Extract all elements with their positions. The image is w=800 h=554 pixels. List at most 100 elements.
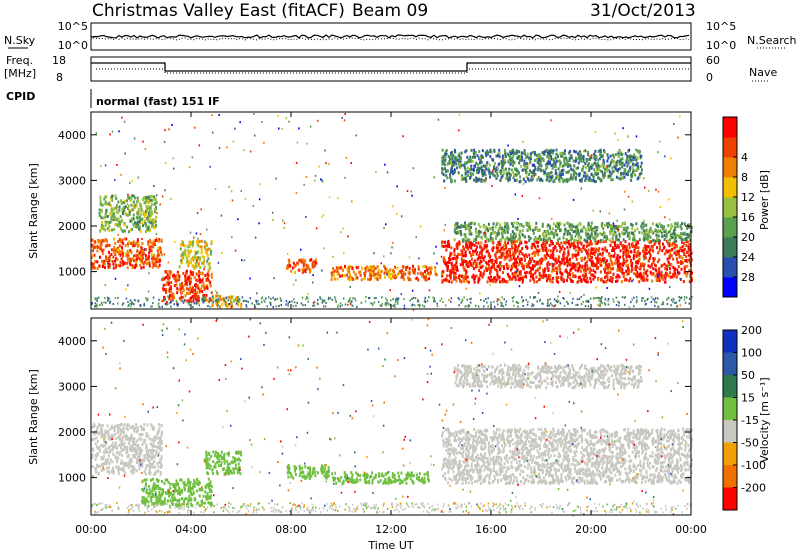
heatmap-cell: [563, 241, 566, 245]
heatmap-cell: [625, 269, 628, 273]
heatmap-cell: [577, 231, 580, 235]
heatmap-cell: [351, 300, 353, 303]
heatmap-cell: [202, 261, 205, 265]
heatmap-cell: [631, 200, 633, 203]
heatmap-cell: [664, 273, 667, 277]
heatmap-cell: [520, 158, 523, 162]
heatmap-cell: [138, 257, 141, 261]
heatmap-cell: [412, 264, 414, 268]
heatmap-cell: [538, 234, 541, 238]
heatmap-cell: [534, 245, 537, 249]
heatmap-cell: [547, 175, 550, 179]
heatmap-cell: [667, 260, 670, 264]
heatmap-cell: [567, 229, 570, 233]
heatmap-cell: [550, 119, 552, 122]
heatmap-cell: [566, 238, 568, 242]
heatmap-cell: [195, 256, 198, 260]
heatmap-cell: [550, 178, 553, 182]
heatmap-cell: [579, 264, 581, 268]
heatmap-cell: [453, 253, 456, 257]
heatmap-cell: [559, 164, 561, 168]
heatmap-cell: [623, 190, 626, 193]
heatmap-cell: [105, 238, 108, 242]
heatmap-cell: [373, 268, 375, 272]
heatmap-cell: [580, 266, 583, 270]
heatmap-cell: [358, 270, 361, 274]
heatmap-cell: [504, 231, 507, 235]
heatmap-cell: [187, 299, 190, 303]
heatmap-cell: [623, 175, 626, 179]
heatmap-cell: [297, 268, 300, 272]
heatmap-cell: [486, 227, 489, 231]
heatmap-cell: [502, 271, 504, 275]
heatmap-cell: [655, 188, 657, 191]
heatmap-cell: [574, 268, 577, 272]
heatmap-cell: [459, 253, 462, 256]
heatmap-cell: [391, 246, 393, 249]
heatmap-cell: [634, 239, 637, 242]
heatmap-cell: [529, 169, 532, 173]
heatmap-cell: [104, 195, 107, 199]
heatmap-cell: [488, 169, 491, 172]
heatmap-cell: [591, 163, 594, 167]
heatmap-cell: [580, 187, 583, 190]
heatmap-cell: [450, 261, 453, 265]
heatmap-cell: [569, 291, 571, 294]
heatmap-cell: [463, 267, 466, 271]
heatmap-cell: [123, 223, 126, 227]
heatmap-cell: [145, 212, 148, 216]
heatmap-cell: [616, 244, 619, 248]
heatmap-cell: [128, 304, 130, 307]
heatmap-cell: [581, 264, 584, 268]
heatmap-cell: [536, 160, 539, 164]
heatmap-cell: [185, 281, 187, 285]
heatmap-cell: [508, 277, 511, 281]
heatmap-cell: [143, 201, 146, 205]
heatmap-cell: [396, 212, 398, 215]
heatmap-cell: [301, 296, 304, 299]
heatmap-cell: [141, 259, 144, 263]
heatmap-cell: [138, 252, 141, 256]
heatmap-cell: [525, 241, 528, 245]
heatmap-cell: [512, 300, 514, 303]
heatmap-cell: [627, 272, 630, 276]
heatmap-cell: [186, 269, 189, 273]
heatmap-cell: [597, 164, 600, 168]
heatmap-cell: [384, 163, 386, 166]
heatmap-cell: [667, 224, 670, 228]
heatmap-cell: [479, 159, 482, 163]
heatmap-cell: [155, 260, 158, 264]
heatmap-cell: [452, 269, 455, 272]
heatmap-cell: [549, 175, 552, 179]
heatmap-cell: [488, 255, 491, 259]
heatmap-cell: [384, 275, 386, 279]
heatmap-cell: [321, 180, 324, 183]
heatmap-cell: [425, 272, 428, 276]
heatmap-cell: [586, 252, 589, 256]
heatmap-cell: [597, 258, 600, 262]
heatmap-cell: [677, 265, 680, 268]
heatmap-cell: [194, 262, 197, 265]
heatmap-cell: [179, 283, 181, 287]
heatmap-cell: [94, 297, 96, 300]
heatmap-cell: [615, 304, 618, 306]
heatmap-cell: [108, 259, 111, 262]
heatmap-cell: [195, 252, 198, 255]
heatmap-cell: [580, 155, 583, 159]
heatmap-cell: [519, 272, 522, 276]
heatmap-cell: [121, 241, 124, 245]
heatmap-cell: [499, 226, 502, 230]
heatmap-cell: [590, 262, 593, 266]
heatmap-cell: [323, 247, 325, 250]
heatmap-cell: [657, 274, 659, 277]
heatmap-cell: [121, 229, 124, 233]
heatmap-cell: [92, 246, 95, 250]
heatmap-cell: [383, 255, 385, 258]
heatmap-cell: [448, 261, 451, 265]
heatmap-cell: [629, 168, 632, 171]
heatmap-cell: [541, 302, 543, 305]
heatmap-cell: [635, 168, 638, 172]
heatmap-cell: [168, 274, 171, 278]
heatmap-cell: [563, 159, 566, 163]
heatmap-cell: [606, 225, 609, 229]
